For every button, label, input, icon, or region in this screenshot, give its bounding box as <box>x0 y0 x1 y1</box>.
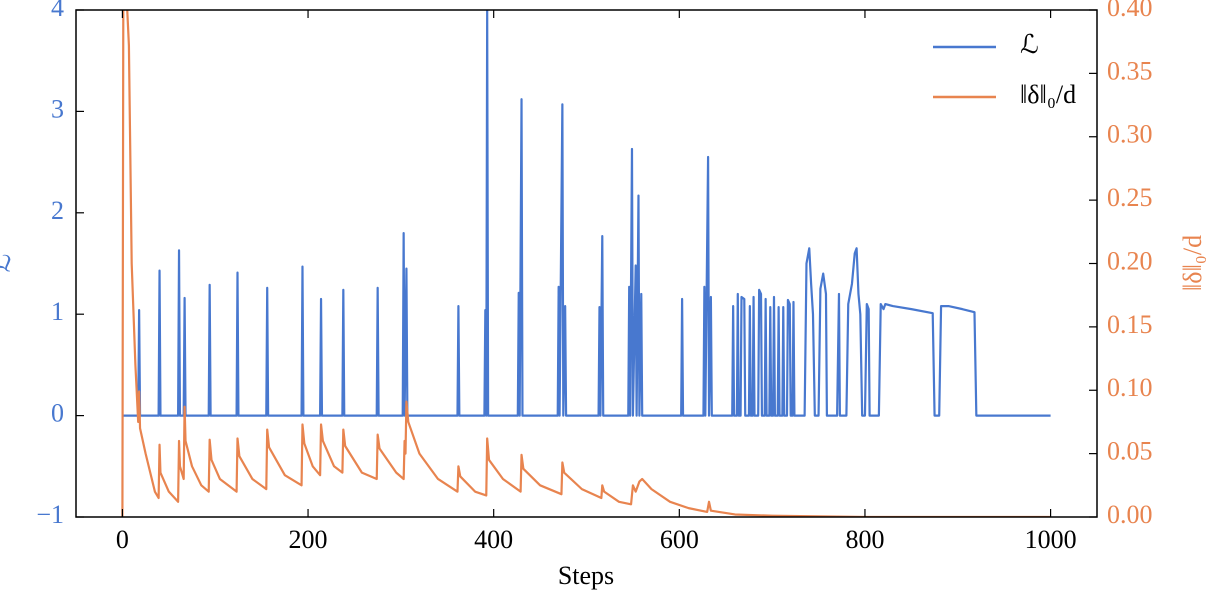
plot-frame <box>75 9 1098 518</box>
series-line <box>121 10 1051 517</box>
y-tick-label: 0 <box>51 399 64 428</box>
x-tick-label: 800 <box>845 525 884 554</box>
legend-label: ‖δ‖₀/d <box>1020 80 1076 109</box>
y-tick-label: −1 <box>36 500 64 529</box>
plot-area <box>121 10 1051 517</box>
y2-axis-label: ‖δ‖₀/d <box>1178 235 1207 291</box>
y2-tick-label: 0.05 <box>1107 437 1153 466</box>
y-tick-label: 1 <box>51 297 64 326</box>
y2-tick-label: 0.10 <box>1107 373 1153 402</box>
x-axis-label: Steps <box>558 561 614 590</box>
y2-tick-label: 0.35 <box>1107 56 1153 85</box>
y-tick-label: 4 <box>51 0 64 22</box>
y-axis-label: ℒ <box>0 254 16 273</box>
x-tick-label: 600 <box>660 525 699 554</box>
y2-tick-label: 0.00 <box>1107 500 1153 529</box>
legend-label: ℒ <box>1020 30 1039 59</box>
x-tick-label: 200 <box>289 525 328 554</box>
y2-tick-label: 0.15 <box>1107 310 1153 339</box>
y-tick-label: 3 <box>51 94 64 123</box>
y2-tick-label: 0.25 <box>1107 183 1153 212</box>
y2-tick-label: 0.40 <box>1107 0 1153 22</box>
x-tick-label: 400 <box>474 525 513 554</box>
series-line <box>122 10 1051 417</box>
x-tick-label: 1000 <box>1025 525 1077 554</box>
x-tick-label: 0 <box>116 525 129 554</box>
y2-tick-label: 0.20 <box>1107 246 1153 275</box>
y2-tick-label: 0.30 <box>1107 120 1153 149</box>
y-tick-label: 2 <box>51 196 64 225</box>
